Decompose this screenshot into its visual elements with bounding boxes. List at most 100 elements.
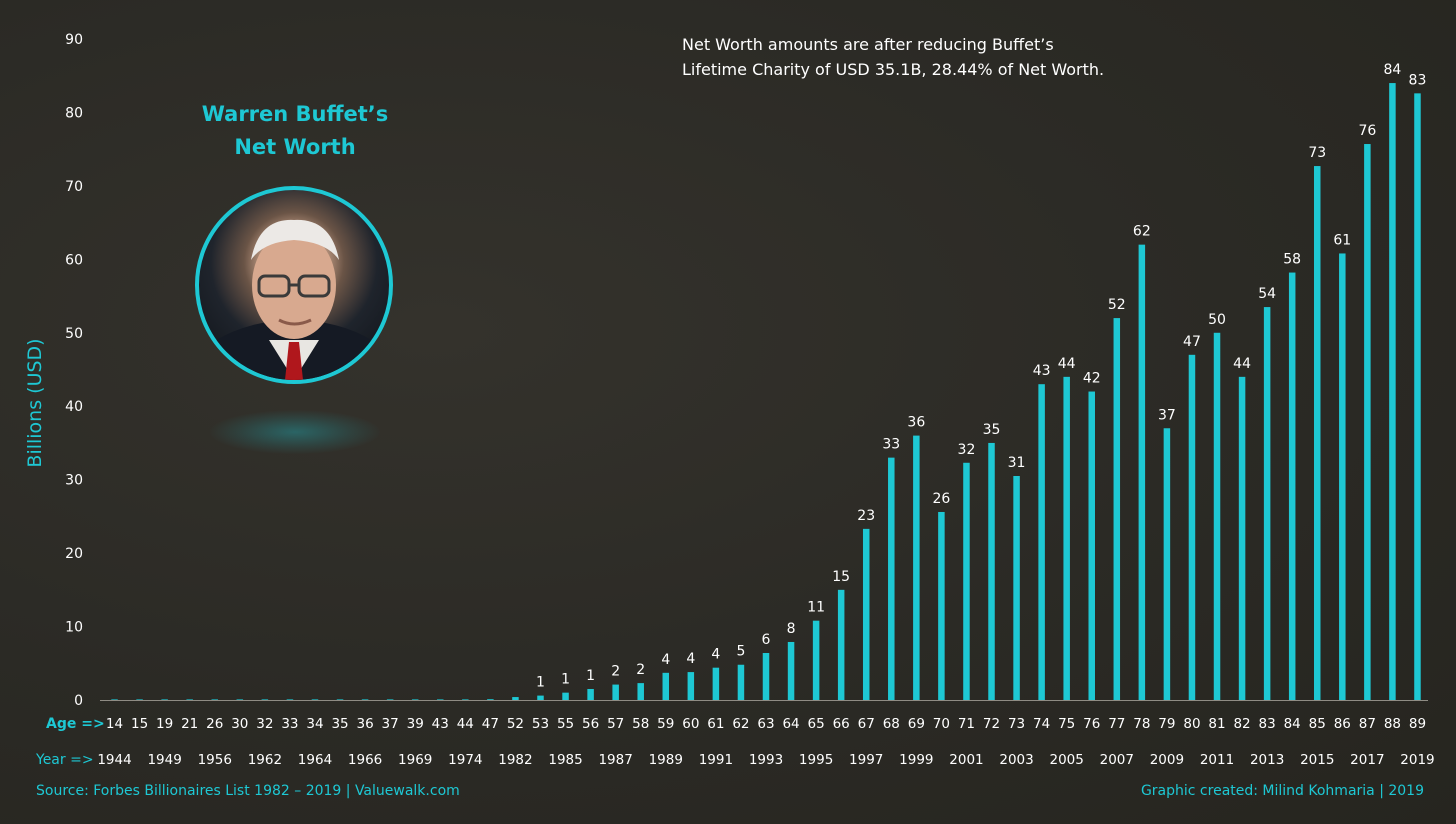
age-tick-label: 87: [1359, 716, 1376, 732]
data-label: 76: [1358, 123, 1376, 139]
data-label: 5: [736, 644, 745, 660]
bar: [512, 697, 519, 700]
age-tick-label: 30: [231, 716, 248, 732]
data-label: 43: [1033, 363, 1051, 379]
age-tick-label: 86: [1334, 716, 1351, 732]
data-label: 15: [832, 569, 850, 585]
bar: [737, 664, 745, 700]
age-tick-label: 33: [281, 716, 298, 732]
age-tick-label: 85: [1309, 716, 1326, 732]
age-tick-label: 69: [908, 716, 925, 732]
data-label: 42: [1083, 371, 1101, 387]
data-label: 84: [1384, 62, 1402, 78]
portrait-illustration: [199, 219, 389, 380]
bar: [1088, 391, 1095, 700]
y-tick-label: 60: [65, 252, 83, 268]
bar: [762, 652, 770, 700]
bar: [411, 699, 419, 700]
data-label: 4: [711, 647, 720, 663]
age-tick-label: 67: [858, 716, 875, 732]
bar: [286, 699, 294, 700]
year-tick-label: 1969: [398, 752, 432, 768]
year-tick-label: 1995: [799, 752, 833, 768]
bar: [311, 699, 319, 700]
data-label: 44: [1233, 356, 1251, 372]
bar: [1113, 318, 1121, 700]
bar: [261, 699, 269, 700]
year-tick-label: 2011: [1200, 752, 1234, 768]
age-tick-label: 44: [457, 716, 474, 732]
chart-title: Warren Buffet’s Net Worth: [170, 98, 420, 164]
data-label: 2: [611, 664, 620, 680]
age-tick-label: 83: [1259, 716, 1276, 732]
data-label: 1: [586, 668, 595, 684]
bar: [1288, 272, 1296, 700]
data-label: 44: [1058, 356, 1076, 372]
bar: [537, 695, 544, 700]
data-label: 4: [661, 652, 670, 668]
age-tick-label: 70: [933, 716, 950, 732]
bar: [111, 699, 118, 700]
data-label: 35: [983, 422, 1001, 438]
age-tick-label: 72: [983, 716, 1000, 732]
bar: [1188, 354, 1196, 700]
year-tick-label: 2009: [1150, 752, 1184, 768]
age-tick-label: 21: [181, 716, 198, 732]
bar: [1238, 376, 1246, 700]
bar: [236, 699, 244, 700]
bar: [437, 699, 444, 700]
y-tick-label: 90: [65, 32, 83, 48]
charity-note-line1: Net Worth amounts are after reducing Buf…: [682, 35, 1054, 54]
data-label: 62: [1133, 224, 1151, 240]
y-tick-label: 10: [65, 620, 83, 636]
data-label: 31: [1008, 455, 1026, 471]
age-tick-label: 32: [256, 716, 273, 732]
age-tick-label: 36: [357, 716, 374, 732]
age-tick-label: 47: [482, 716, 499, 732]
bar: [712, 667, 720, 700]
age-tick-label: 74: [1033, 716, 1050, 732]
year-tick-label: 1964: [298, 752, 332, 768]
y-tick-label: 40: [65, 399, 83, 415]
source-note: Source: Forbes Billionaires List 1982 – …: [36, 783, 460, 799]
age-tick-label: 65: [808, 716, 825, 732]
data-label: 73: [1308, 145, 1326, 161]
bar: [812, 620, 820, 700]
bar: [562, 692, 569, 700]
age-tick-label: 68: [883, 716, 900, 732]
bar: [888, 457, 895, 700]
age-tick-label: 60: [682, 716, 699, 732]
bar: [862, 528, 870, 700]
data-label: 83: [1409, 72, 1427, 88]
age-tick-label: 19: [156, 716, 173, 732]
age-tick-label: 53: [532, 716, 549, 732]
year-tick-label: 1989: [649, 752, 683, 768]
year-tick-label: 2017: [1350, 752, 1384, 768]
age-tick-label: 14: [106, 716, 123, 732]
bar: [612, 684, 619, 700]
bar: [1038, 384, 1045, 700]
bar: [1389, 83, 1396, 701]
data-label: 4: [686, 651, 695, 667]
age-tick-label: 88: [1384, 716, 1401, 732]
chart-title-line1: Warren Buffet’s: [201, 102, 389, 126]
year-tick-label: 2001: [949, 752, 983, 768]
year-tick-label: 1999: [899, 752, 933, 768]
data-label: 2: [636, 662, 645, 678]
data-label: 54: [1258, 286, 1276, 302]
age-tick-label: 82: [1233, 716, 1250, 732]
year-tick-label: 2019: [1400, 752, 1434, 768]
bar: [787, 641, 795, 700]
bar: [1013, 475, 1020, 700]
age-tick-label: 39: [407, 716, 424, 732]
year-tick-label: 1949: [147, 752, 181, 768]
bar: [211, 699, 219, 700]
age-tick-label: 81: [1208, 716, 1225, 732]
bar: [487, 699, 494, 700]
data-label: 58: [1283, 252, 1301, 268]
y-tick-label: 70: [65, 179, 83, 195]
age-tick-label: 37: [382, 716, 399, 732]
bar: [186, 699, 193, 700]
